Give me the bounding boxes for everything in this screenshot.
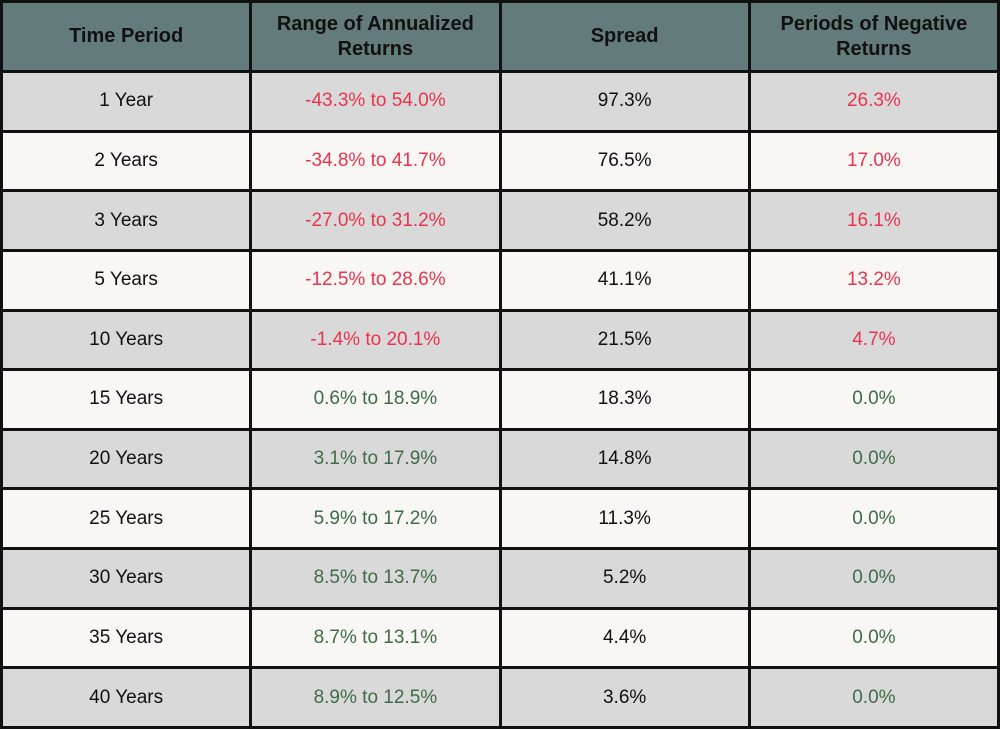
table-cell: 97.3% [498, 70, 751, 133]
table-row: 2 Years -34.8% to 41.7% 76.5% 17.0% [0, 129, 1000, 193]
table-cell: 0.0% [747, 368, 1000, 431]
table-cell: 13.2% [747, 248, 1000, 312]
table-cell: 25 Years [0, 487, 253, 550]
table-row: 10 Years -1.4% to 20.1% 21.5% 4.7% [0, 308, 1000, 372]
table-cell: -34.8% to 41.7% [249, 129, 502, 193]
table-cell: 0.0% [747, 487, 1000, 550]
table-body: 1 Year -43.3% to 54.0% 97.3% 26.3% 2 Years -3… [0, 70, 1000, 729]
table-cell: 5 Years [0, 248, 253, 312]
table-cell: 3.1% to 17.9% [249, 427, 502, 491]
table-row: 35 Years 8.7% to 13.1% 4.4% 0.0% [0, 606, 1000, 670]
table-row: 20 Years 3.1% to 17.9% 14.8% 0.0% [0, 427, 1000, 491]
table-cell: 21.5% [498, 308, 751, 372]
table-cell: 8.5% to 13.7% [249, 547, 502, 610]
table-row: 15 Years 0.6% to 18.9% 18.3% 0.0% [0, 368, 1000, 431]
table-cell: 3.6% [498, 666, 751, 729]
table-cell: -1.4% to 20.1% [249, 308, 502, 372]
table-cell: 41.1% [498, 248, 751, 312]
table-cell: -43.3% to 54.0% [249, 70, 502, 133]
table-cell: 3 Years [0, 189, 253, 252]
table-cell: 0.0% [747, 427, 1000, 491]
table-cell: 14.8% [498, 427, 751, 491]
table-cell: 5.9% to 17.2% [249, 487, 502, 550]
table-cell: 0.6% to 18.9% [249, 368, 502, 431]
table-cell: 0.0% [747, 547, 1000, 610]
table-cell: 35 Years [0, 606, 253, 670]
table-cell: 4.7% [747, 308, 1000, 372]
table-cell: 5.2% [498, 547, 751, 610]
header-row: Time Period Range of Annualized Returns Sp… [0, 0, 1000, 73]
table-cell: 0.0% [747, 666, 1000, 729]
table-row: 5 Years -12.5% to 28.6% 41.1% 13.2% [0, 248, 1000, 312]
column-header: Time Period [0, 0, 253, 73]
table-cell: 26.3% [747, 70, 1000, 133]
table-cell: 58.2% [498, 189, 751, 252]
table-cell: 8.7% to 13.1% [249, 606, 502, 670]
table-cell: 20 Years [0, 427, 253, 491]
table-row: 25 Years 5.9% to 17.2% 11.3% 0.0% [0, 487, 1000, 550]
table-cell: 10 Years [0, 308, 253, 372]
table-cell: 40 Years [0, 666, 253, 729]
table-cell: 4.4% [498, 606, 751, 670]
table-header: Time Period Range of Annualized Returns Sp… [0, 0, 1000, 73]
table-cell: 8.9% to 12.5% [249, 666, 502, 729]
column-header: Spread [498, 0, 751, 73]
table-cell: 15 Years [0, 368, 253, 431]
table-cell: 18.3% [498, 368, 751, 431]
table-cell: -12.5% to 28.6% [249, 248, 502, 312]
table-row: 30 Years 8.5% to 13.7% 5.2% 0.0% [0, 547, 1000, 610]
table-cell: 17.0% [747, 129, 1000, 193]
table-row: 3 Years -27.0% to 31.2% 58.2% 16.1% [0, 189, 1000, 252]
table-cell: 11.3% [498, 487, 751, 550]
column-header: Periods of Negative Returns [747, 0, 1000, 73]
table-cell: 16.1% [747, 189, 1000, 252]
table-cell: 30 Years [0, 547, 253, 610]
table-cell: -27.0% to 31.2% [249, 189, 502, 252]
table-row: 1 Year -43.3% to 54.0% 97.3% 26.3% [0, 70, 1000, 133]
column-header: Range of Annualized Returns [249, 0, 502, 73]
table-cell: 76.5% [498, 129, 751, 193]
table-cell: 0.0% [747, 606, 1000, 670]
table-cell: 2 Years [0, 129, 253, 193]
table-cell: 1 Year [0, 70, 253, 133]
table-row: 40 Years 8.9% to 12.5% 3.6% 0.0% [0, 666, 1000, 729]
